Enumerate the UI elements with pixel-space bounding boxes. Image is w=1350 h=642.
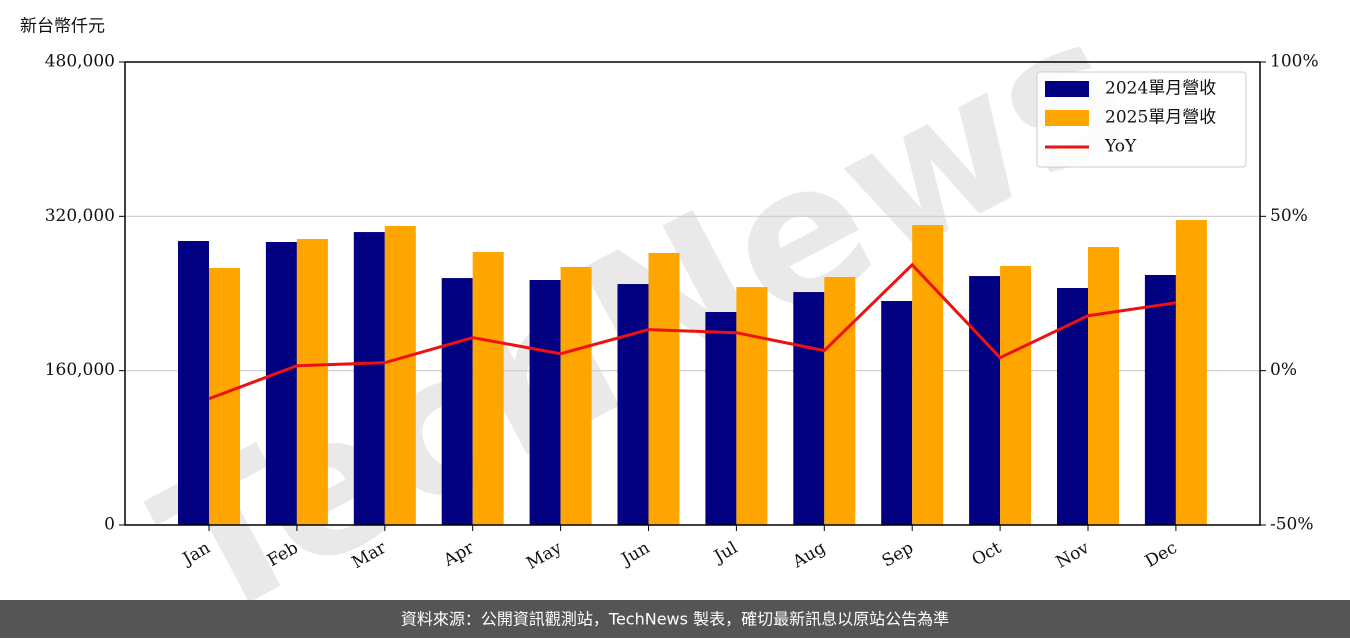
legend-swatch	[1045, 110, 1089, 126]
footer-bar	[0, 600, 1350, 638]
x-tick-label: May	[523, 538, 566, 574]
plot-frame	[124, 61, 1261, 526]
x-tick-label: Aug	[789, 538, 830, 573]
bar	[384, 225, 416, 525]
bar	[1000, 266, 1032, 525]
bar	[881, 301, 913, 525]
bar	[793, 292, 825, 525]
x-tick-label: Nov	[1053, 538, 1093, 573]
y2-tick-label: 100%	[1270, 52, 1319, 72]
y-axis-label: 新台幣仟元	[20, 17, 105, 37]
bar	[472, 252, 504, 525]
bar	[441, 278, 473, 525]
footer-text: 資料來源：公開資訊觀測站，TechNews 製表，確切最新訊息以原站公告為準	[401, 610, 949, 629]
y-tick-label: 480,000	[45, 52, 115, 72]
y-tick-label: 320,000	[45, 206, 115, 226]
legend-label: YoY	[1104, 137, 1137, 157]
y-tick-label: 0	[104, 515, 115, 535]
legend-swatch	[1045, 81, 1089, 97]
x-tick-label: Oct	[969, 538, 1005, 571]
y-tick-label: 160,000	[45, 360, 115, 380]
y2-tick-label: 50%	[1270, 206, 1308, 226]
bar	[296, 239, 328, 525]
bar	[736, 287, 768, 525]
line	[208, 262, 1177, 401]
legend-box	[1036, 71, 1247, 168]
bar	[353, 232, 385, 526]
bar	[265, 241, 297, 525]
bar	[178, 241, 209, 525]
bar	[969, 276, 1001, 525]
legend: 2024單月營收 2025單月營收 YoY	[1036, 71, 1247, 168]
bar	[1175, 219, 1207, 525]
legend-label: 2025單月營收	[1105, 108, 1216, 128]
x-tick-label: Dec	[1142, 538, 1181, 572]
bar	[705, 312, 737, 525]
bar	[1088, 247, 1119, 525]
bar	[617, 284, 649, 525]
y2-tick-label: -50%	[1270, 515, 1314, 535]
bar	[912, 225, 944, 525]
x-tick-label: Jul	[709, 538, 741, 568]
bar	[824, 277, 856, 525]
x-tick-label: Sep	[879, 538, 917, 572]
bar	[1144, 274, 1176, 525]
bar	[529, 279, 561, 525]
x-tick-label: Jun	[617, 538, 654, 571]
y2-tick-label: 0%	[1270, 360, 1297, 380]
legend-label: 2024單月營收	[1105, 79, 1216, 99]
bar	[648, 252, 680, 526]
bar	[560, 266, 592, 525]
